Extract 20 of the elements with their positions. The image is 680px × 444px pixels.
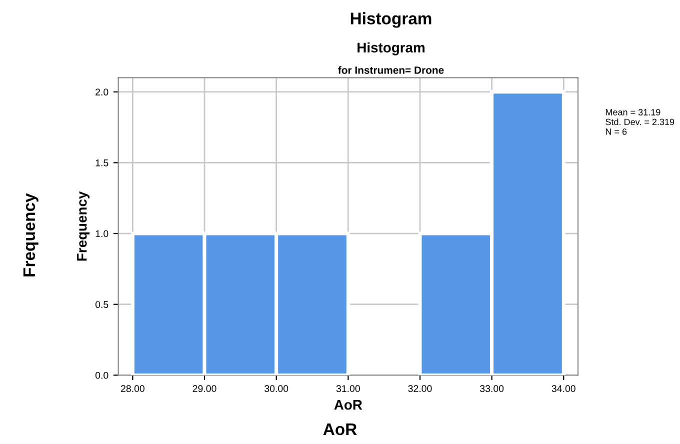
x-tick-label: 32.00 xyxy=(408,385,432,392)
chart-subtitle: Histogram xyxy=(358,42,424,56)
x-tick-label: 28.00 xyxy=(121,385,144,392)
y-tick-label: 0.0 xyxy=(95,372,108,379)
y-tick-label: 2.0 xyxy=(96,88,108,96)
y-axis-title: Frequency xyxy=(77,191,90,261)
y-tick-label: 0.5 xyxy=(95,301,108,308)
x-axis-title: AoR xyxy=(334,400,362,410)
x-tick-label: 34.00 xyxy=(552,385,576,392)
y-tick-label: 1.0 xyxy=(96,230,108,238)
chart-title: Histogram xyxy=(350,12,432,28)
text: Frequency xyxy=(23,193,38,276)
x-tick-label: 29.00 xyxy=(192,385,216,392)
text: for Instrumen= Drone xyxy=(338,66,444,74)
x-tick-label: 31.00 xyxy=(336,385,360,392)
y-tick-label: 1.5 xyxy=(96,160,108,166)
x-tick-label: 33.00 xyxy=(480,385,504,392)
x-tick-label: 30.00 xyxy=(264,385,288,392)
text: AoR xyxy=(323,424,357,436)
text: Mean = 31.19 Std. Dev. = 2.319 N = 6 xyxy=(606,109,674,135)
